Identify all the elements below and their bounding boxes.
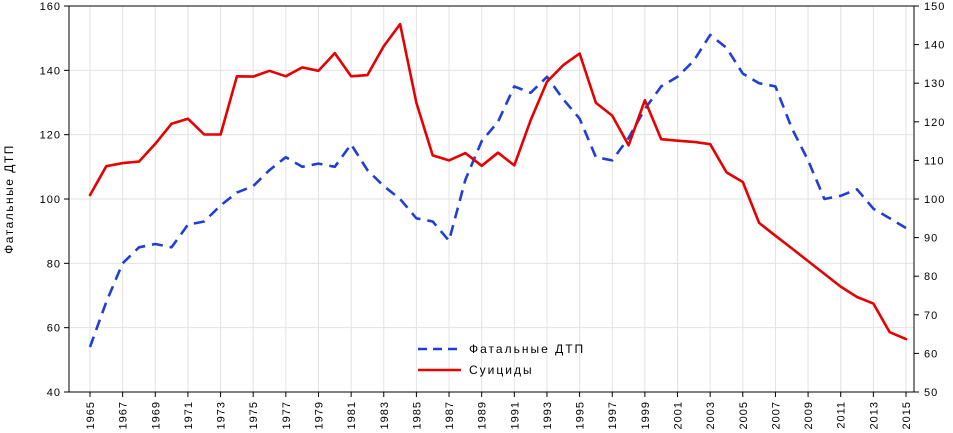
right-tick-label: 110 bbox=[924, 155, 945, 167]
x-tick-label: 1995 bbox=[575, 401, 587, 429]
x-tick-label: 1979 bbox=[313, 401, 325, 429]
grid bbox=[69, 5, 914, 393]
left-tick-label: 40 bbox=[47, 387, 61, 399]
x-tick-label: 1975 bbox=[248, 401, 260, 429]
x-tick-label: 1999 bbox=[640, 401, 652, 429]
x-tick-label: 1997 bbox=[607, 401, 619, 429]
x-tick-label: 2007 bbox=[770, 401, 782, 429]
left-tick-label: 140 bbox=[40, 65, 61, 77]
right-tick-label: 90 bbox=[924, 233, 938, 245]
legend-label-suicides: Суициды bbox=[469, 363, 534, 377]
right-axis: 50 60 70 80 90 100 110 120 130 140 150 bbox=[914, 1, 945, 399]
x-tick-label: 1977 bbox=[281, 401, 293, 429]
x-tick-label: 1969 bbox=[150, 401, 162, 429]
x-tick-label: 1989 bbox=[477, 401, 489, 429]
x-tick-label: 1973 bbox=[216, 401, 228, 429]
right-tick-label: 100 bbox=[924, 194, 945, 206]
left-axis: 40 60 80 100 120 140 160 bbox=[40, 1, 69, 399]
right-tick-label: 140 bbox=[924, 40, 945, 52]
right-tick-label: 150 bbox=[924, 1, 945, 13]
x-tick-label: 2011 bbox=[836, 401, 848, 429]
left-tick-label: 100 bbox=[40, 194, 61, 206]
right-tick-label: 50 bbox=[924, 387, 938, 399]
x-tick-label: 2003 bbox=[705, 401, 717, 429]
legend: Фатальные ДТП Суициды bbox=[418, 342, 585, 377]
x-tick-label: 1983 bbox=[379, 401, 391, 429]
x-tick-label: 2009 bbox=[803, 401, 815, 429]
left-tick-label: 80 bbox=[47, 258, 61, 270]
left-tick-label: 60 bbox=[47, 323, 61, 335]
right-tick-label: 130 bbox=[924, 78, 945, 90]
legend-label-dtp: Фатальные ДТП bbox=[469, 342, 585, 356]
x-tick-label: 1971 bbox=[183, 401, 195, 429]
x-tick-label: 2005 bbox=[738, 401, 750, 429]
right-tick-label: 60 bbox=[924, 348, 938, 360]
x-tick-label: 1967 bbox=[118, 401, 130, 429]
series-layer bbox=[88, 22, 908, 348]
x-axis: 1965 1967 1969 1971 1973 1975 1977 1979 1981 1983… bbox=[85, 392, 913, 429]
left-tick-label: 120 bbox=[40, 130, 61, 142]
x-tick-label: 1985 bbox=[411, 401, 423, 429]
right-tick-label: 70 bbox=[924, 310, 938, 322]
x-tick-label: 1991 bbox=[509, 401, 521, 429]
x-tick-label: 1981 bbox=[346, 401, 358, 429]
x-tick-label: 2013 bbox=[868, 401, 880, 429]
x-tick-label: 1965 bbox=[85, 401, 97, 429]
series-line-dtp bbox=[88, 33, 907, 348]
right-tick-label: 120 bbox=[924, 117, 945, 129]
left-tick-label: 160 bbox=[40, 1, 61, 13]
right-tick-label: 80 bbox=[924, 271, 938, 283]
y-axis-title: Фатальные ДТП bbox=[2, 144, 16, 254]
x-tick-label: 1987 bbox=[444, 401, 456, 429]
x-tick-label: 1993 bbox=[542, 401, 554, 429]
series-line-suicides bbox=[88, 22, 908, 341]
x-tick-label: 2001 bbox=[673, 401, 685, 429]
x-tick-label: 2015 bbox=[901, 401, 913, 429]
